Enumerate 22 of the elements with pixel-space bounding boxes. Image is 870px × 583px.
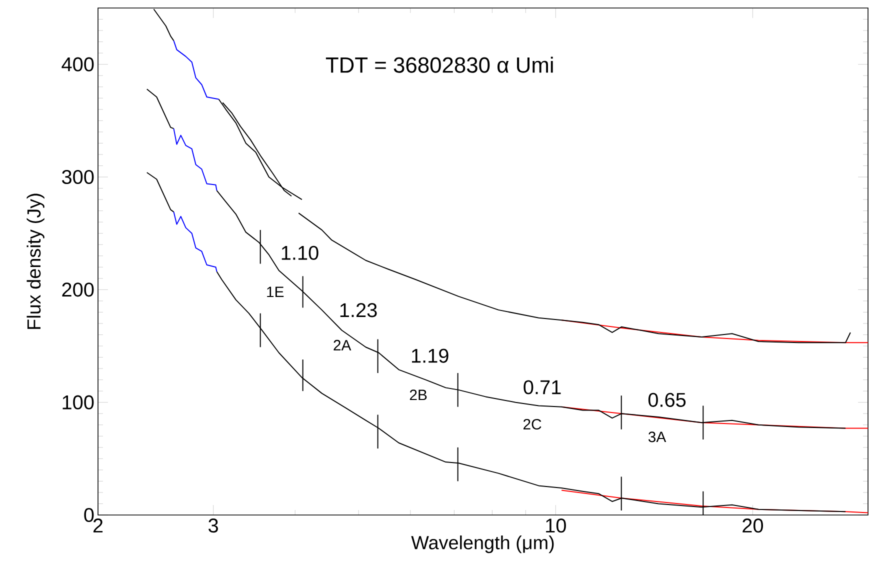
- annotation: 1E: [267, 286, 284, 298]
- x-axis-title: Wavelength (μm): [411, 535, 554, 554]
- annotation: 1.10: [282, 246, 318, 260]
- y-tick-label: 300: [62, 170, 94, 184]
- annotation: TDT = 36802830 α Umi: [326, 56, 553, 73]
- annotation: 0.65: [648, 392, 686, 407]
- y-axis-title: Flux density (Jy): [26, 194, 44, 329]
- x-tick-label: 2: [93, 518, 103, 532]
- y-tick-label: 100: [62, 395, 94, 410]
- y-tick-label: 0: [84, 508, 94, 522]
- y-tick-label: 400: [62, 57, 94, 72]
- x-tick-label: 3: [208, 518, 218, 533]
- annotation: 2A: [334, 340, 352, 350]
- annotation: 0.71: [524, 380, 561, 394]
- annotation: 1.23: [340, 303, 377, 318]
- annotation: 2C: [523, 418, 542, 430]
- annotation: 1.19: [412, 348, 448, 363]
- x-tick-label: 10: [546, 518, 566, 533]
- annotation: 2B: [410, 390, 427, 400]
- y-tick-label: 200: [62, 282, 94, 297]
- annotation: 3A: [648, 432, 666, 442]
- x-tick-label: 20: [742, 518, 763, 533]
